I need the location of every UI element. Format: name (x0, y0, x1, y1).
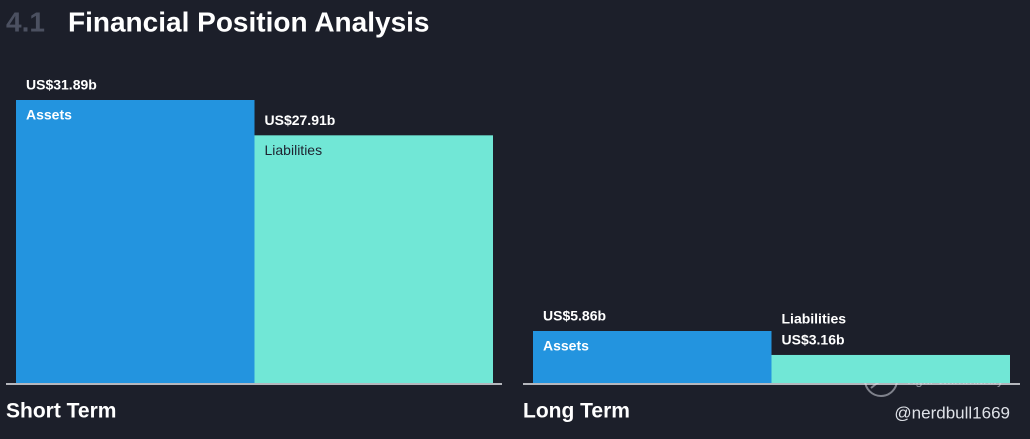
section-number: 4.1 (6, 6, 45, 37)
credit: @nerdbull1669 (894, 403, 1010, 422)
value-label: US$31.89b (26, 77, 97, 93)
value-label: US$27.91b (265, 112, 336, 128)
category-label: Short Term (6, 400, 116, 423)
bar (533, 330, 772, 383)
series-label: Liabilities (782, 311, 847, 327)
bar (771, 354, 1010, 383)
series-label: Assets (543, 338, 589, 354)
bar (254, 135, 493, 383)
series-label: Assets (26, 107, 72, 123)
chart-title: Financial Position Analysis (68, 6, 430, 37)
value-label: US$5.86b (543, 308, 606, 324)
bar (16, 100, 255, 383)
category-label: Long Term (523, 400, 630, 423)
value-label: US$3.16b (782, 332, 845, 348)
series-label: Liabilities (265, 142, 323, 158)
